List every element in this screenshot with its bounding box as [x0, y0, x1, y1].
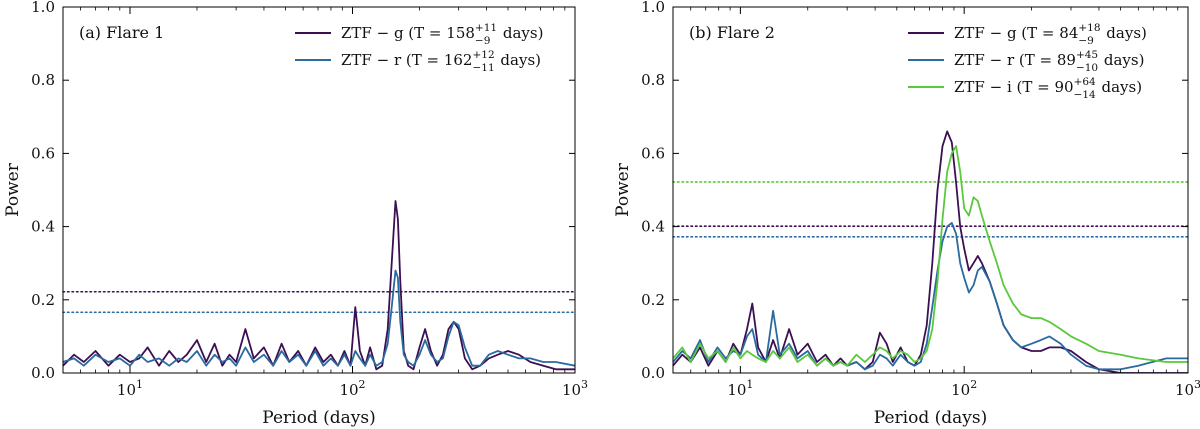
- series-line-2: [63, 269, 575, 367]
- legend-label-3: ZTF − i (T = 90+64 −14 days): [954, 76, 1142, 101]
- x-tick-label: 102: [951, 378, 977, 399]
- plot-frame: [62, 6, 576, 374]
- panel-label: (a) Flare 1: [79, 23, 164, 42]
- series-line-3: [673, 145, 1188, 367]
- x-tick-label: 102: [339, 378, 365, 399]
- y-tick-label: 0.4: [641, 218, 665, 236]
- legend-label-2: ZTF − r (T = 89+45 −10 days): [954, 49, 1144, 74]
- legend-label-1: ZTF − g (T = 158+11 −9 days): [341, 22, 543, 47]
- y-tick-label: 0.0: [641, 364, 665, 382]
- y-tick-label: 0.8: [31, 71, 55, 89]
- legend-label-1: ZTF − g (T = 84+18 −9 days): [954, 22, 1147, 47]
- x-tick-label: 101: [117, 378, 143, 399]
- series-line-1: [63, 200, 575, 371]
- y-tick-label: 0.0: [31, 364, 55, 382]
- x-tick-label: 101: [727, 378, 753, 399]
- x-tick-label: 103: [1175, 378, 1200, 399]
- y-tick-label: 0.6: [31, 144, 55, 162]
- plot-frame: [672, 6, 1189, 374]
- y-tick-label: 1.0: [31, 0, 55, 16]
- legend-label-2: ZTF − r (T = 162+12 −11 days): [341, 49, 541, 74]
- y-tick-label: 0.2: [31, 291, 55, 309]
- panel-label: (b) Flare 2: [689, 23, 775, 42]
- series-line-2: [673, 222, 1188, 371]
- y-axis-label: Power: [3, 162, 23, 217]
- y-tick-label: 0.2: [641, 291, 665, 309]
- panel-flare-2: 0.0 0.2 0.4 0.6 0.8 1.0 101 102 103 Period (days)…: [613, 0, 1200, 428]
- y-tick-label: 1.0: [641, 0, 665, 16]
- y-axis-label: Power: [613, 162, 633, 217]
- y-tick-label: 0.8: [641, 71, 665, 89]
- x-axis-label: Period (days): [874, 408, 987, 428]
- y-tick-label: 0.4: [31, 218, 55, 236]
- x-tick-label: 103: [562, 378, 588, 399]
- panel-flare-1: 0.0 0.2 0.4 0.6 0.8 1.0 101 102 103 Period (days)…: [3, 0, 588, 428]
- x-axis-label: Period (days): [262, 408, 375, 428]
- y-tick-label: 0.6: [641, 144, 665, 162]
